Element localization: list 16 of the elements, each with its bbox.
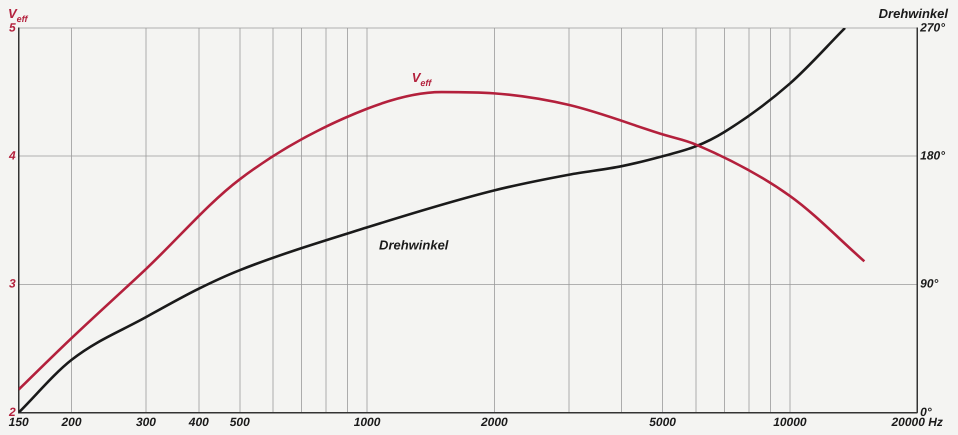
y2-axis-title: Drehwinkel (878, 6, 948, 21)
y2-tick-label: 180° (920, 148, 946, 163)
x-tick-label: 10000 (773, 415, 807, 430)
x-tick-label: 2000 (480, 415, 508, 430)
x-tick-label: 1000 (354, 415, 381, 430)
x-tick-label: 200 (60, 415, 82, 430)
x-tick-label: 400 (188, 415, 210, 430)
x-tick-label: 500 (230, 415, 250, 430)
series-label: Drehwinkel (379, 237, 449, 252)
y-tick-label: 5 (8, 20, 16, 34)
y2-tick-label: 270° (919, 20, 946, 34)
x-tick-label: 300 (136, 415, 156, 430)
y-tick-label: 4 (8, 148, 16, 163)
y2-tick-label: 90° (920, 276, 939, 291)
x-tick-label: 5000 (649, 415, 676, 430)
y-tick-label: 3 (8, 276, 16, 291)
